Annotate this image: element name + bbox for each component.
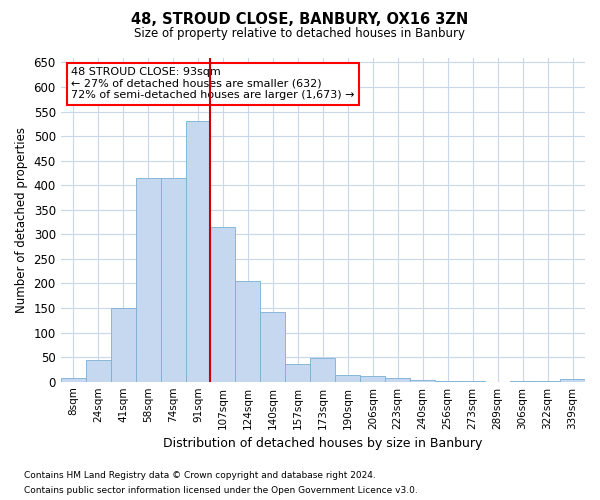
Text: Size of property relative to detached houses in Banbury: Size of property relative to detached ho… (134, 28, 466, 40)
Bar (385, 378, 410, 382)
Bar (560, 379, 585, 382)
Bar (86, 360, 110, 382)
Bar (211, 227, 235, 382)
Bar (286, 364, 310, 382)
Bar (335, 375, 360, 382)
Bar (185, 122, 211, 382)
Bar (61, 378, 86, 382)
Bar (535, 380, 560, 382)
Text: Contains HM Land Registry data © Crown copyright and database right 2024.: Contains HM Land Registry data © Crown c… (24, 471, 376, 480)
Text: 48, STROUD CLOSE, BANBURY, OX16 3ZN: 48, STROUD CLOSE, BANBURY, OX16 3ZN (131, 12, 469, 28)
Bar (110, 308, 136, 382)
Bar (360, 376, 385, 382)
Y-axis label: Number of detached properties: Number of detached properties (15, 126, 28, 312)
Bar (460, 380, 485, 382)
X-axis label: Distribution of detached houses by size in Banbury: Distribution of detached houses by size … (163, 437, 482, 450)
Bar (410, 380, 435, 382)
Bar (435, 380, 460, 382)
Bar (310, 358, 335, 382)
Bar (260, 312, 286, 382)
Bar (136, 178, 161, 382)
Bar (161, 178, 185, 382)
Bar (235, 281, 260, 382)
Text: 48 STROUD CLOSE: 93sqm
← 27% of detached houses are smaller (632)
72% of semi-de: 48 STROUD CLOSE: 93sqm ← 27% of detached… (71, 67, 355, 100)
Bar (510, 380, 535, 382)
Text: Contains public sector information licensed under the Open Government Licence v3: Contains public sector information licen… (24, 486, 418, 495)
